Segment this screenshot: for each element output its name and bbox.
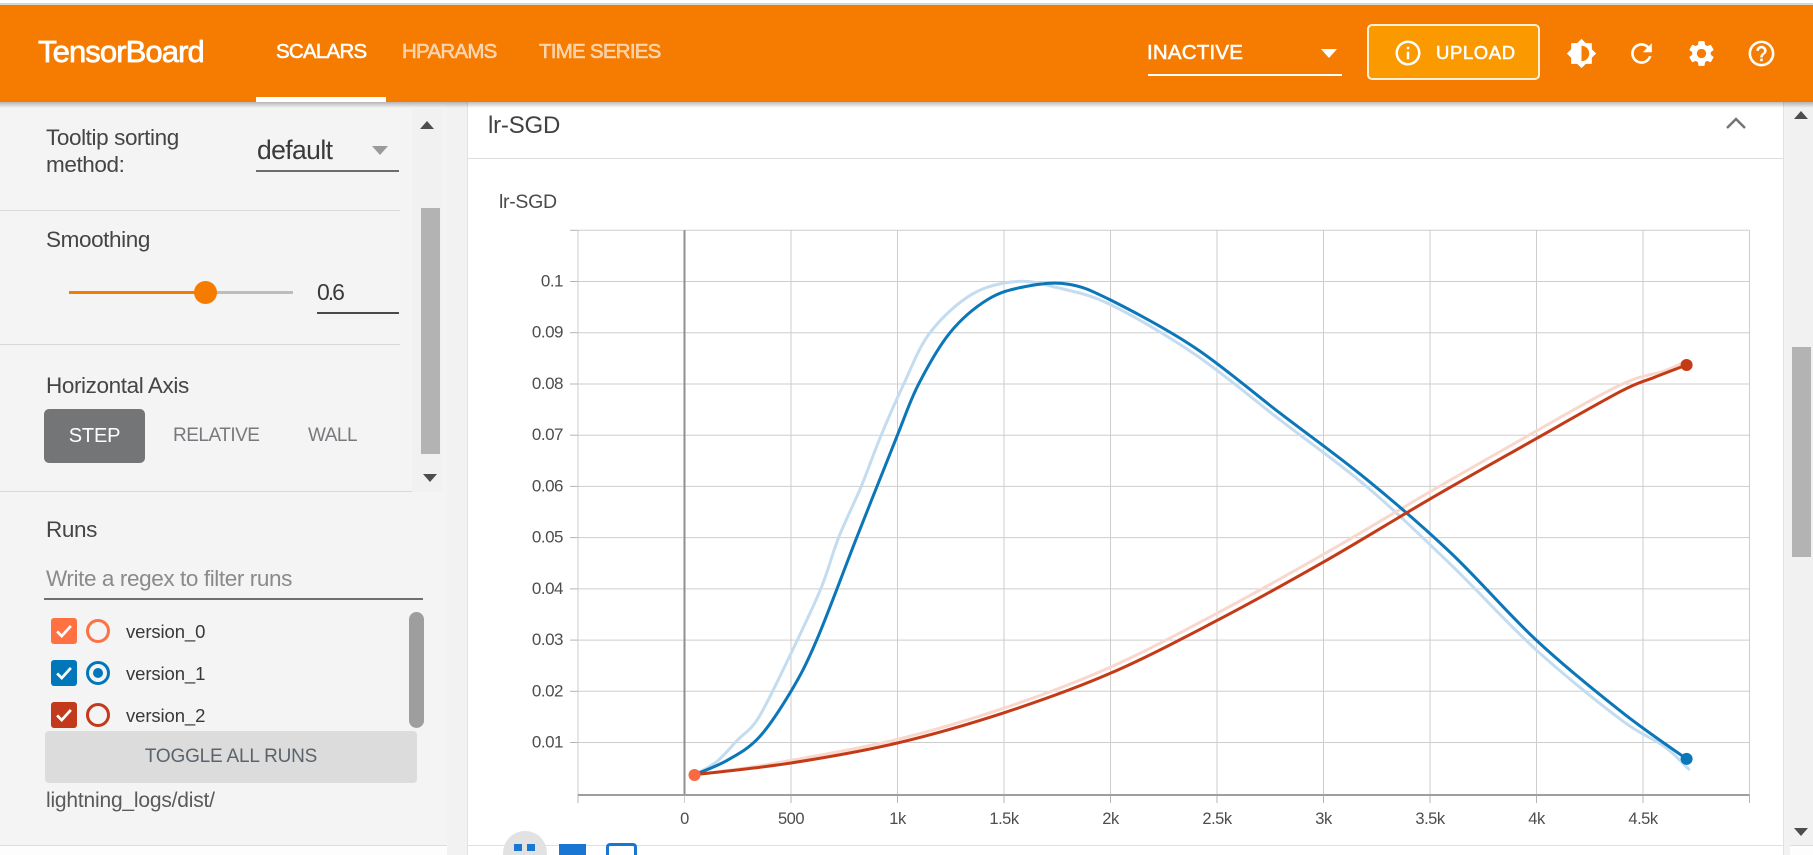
svg-text:1.5k: 1.5k: [989, 810, 1019, 828]
svg-text:0.08: 0.08: [532, 374, 563, 393]
svg-text:2k: 2k: [1102, 810, 1120, 828]
svg-text:4k: 4k: [1528, 810, 1546, 828]
svg-text:3.5k: 3.5k: [1415, 810, 1445, 828]
svg-text:0.02: 0.02: [532, 681, 563, 700]
svg-text:0.06: 0.06: [532, 476, 563, 495]
svg-text:0.1: 0.1: [541, 272, 563, 291]
svg-text:500: 500: [778, 810, 804, 828]
svg-text:0.04: 0.04: [532, 579, 563, 598]
svg-text:2.5k: 2.5k: [1202, 810, 1232, 828]
svg-text:0.05: 0.05: [532, 528, 563, 547]
svg-text:1k: 1k: [889, 810, 907, 828]
svg-text:0.01: 0.01: [532, 733, 563, 752]
svg-text:4.5k: 4.5k: [1628, 810, 1658, 828]
svg-text:3k: 3k: [1315, 810, 1333, 828]
svg-text:0.09: 0.09: [532, 323, 563, 342]
svg-text:0.03: 0.03: [532, 630, 563, 649]
svg-text:0.07: 0.07: [532, 425, 563, 444]
svg-text:0: 0: [680, 810, 689, 828]
